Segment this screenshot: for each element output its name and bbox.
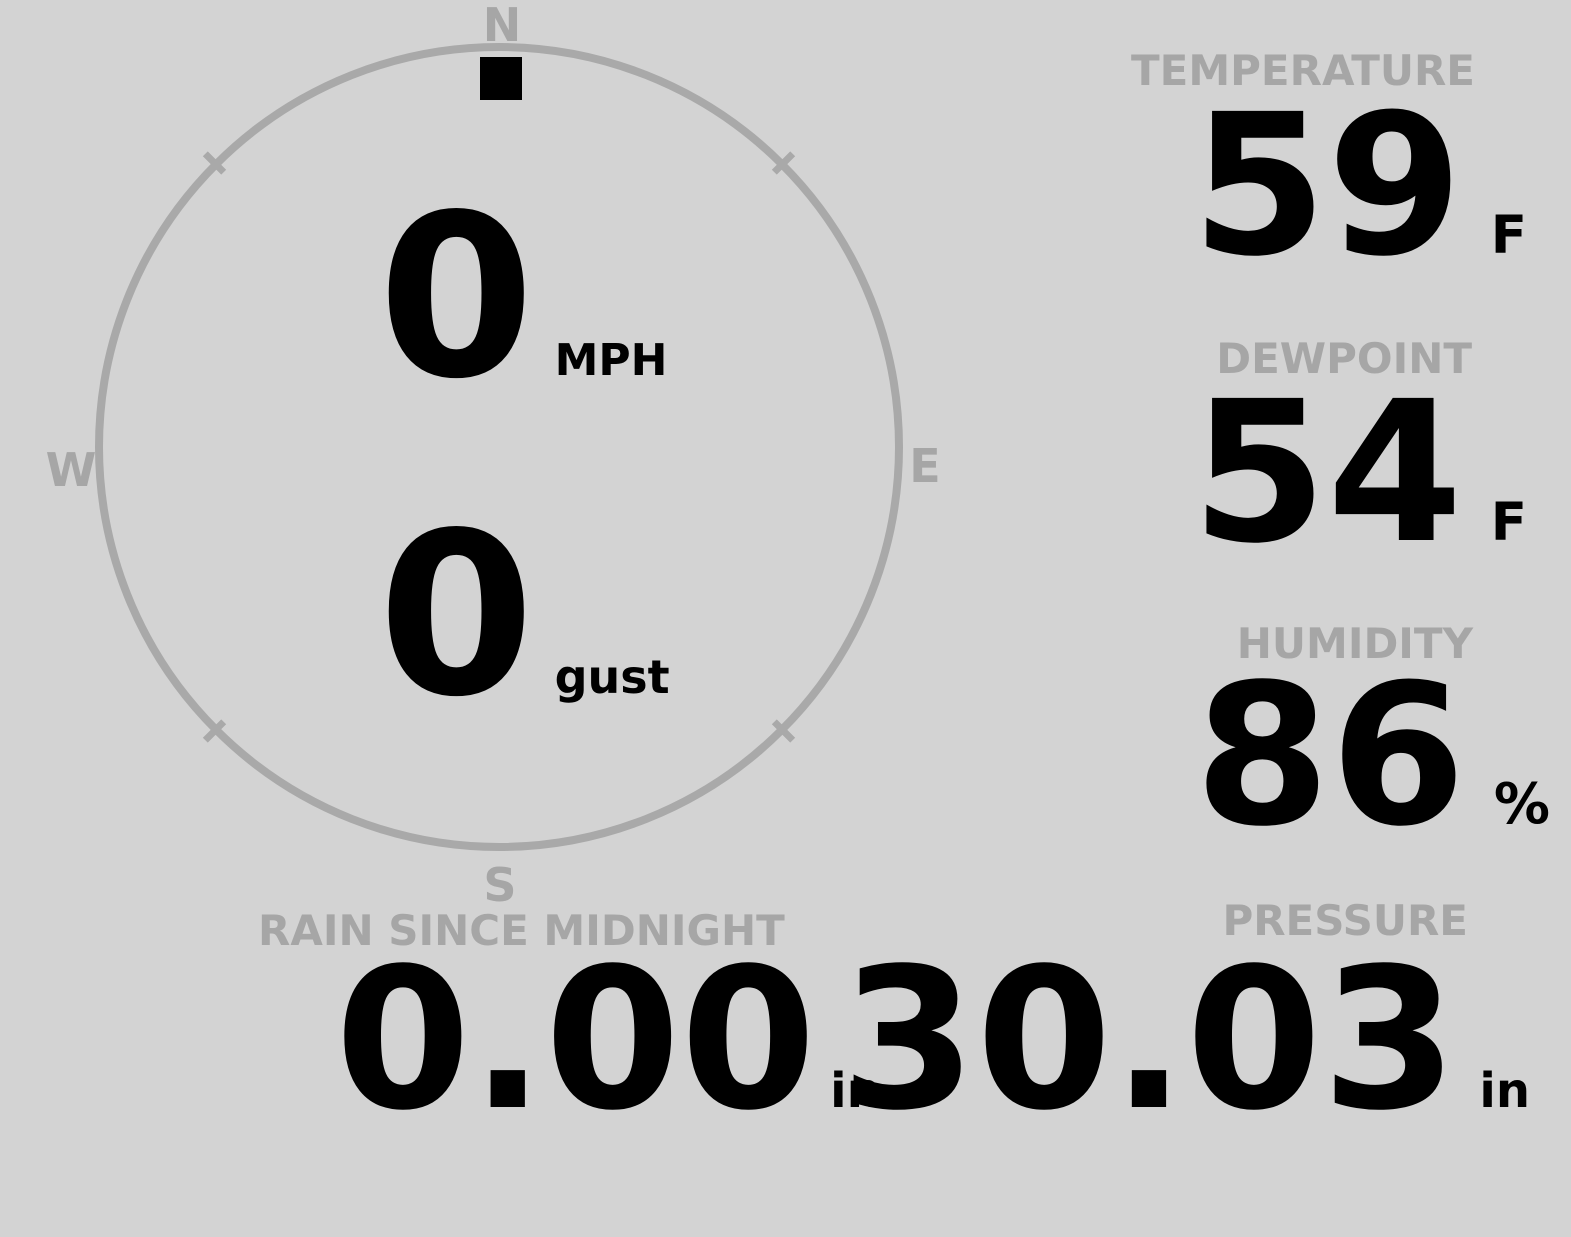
temperature-value-row: 59 F (1191, 88, 1527, 283)
temperature-unit: F (1490, 205, 1527, 266)
dewpoint-value: 54 (1191, 359, 1463, 586)
temperature-value: 59 (1191, 72, 1463, 299)
wind-compass-ring (95, 43, 903, 851)
wind-speed-unit: MPH (554, 335, 668, 386)
pressure-value: 30.03 (840, 926, 1458, 1153)
dewpoint-label: DEWPOINT (1216, 334, 1472, 383)
humidity-label: HUMIDITY (1236, 619, 1473, 668)
wind-speed-value: 0 (378, 167, 535, 429)
humidity-value: 86 (1194, 642, 1466, 869)
cardinal-east-label: E (909, 439, 941, 493)
dewpoint-value-row: 54 F (1191, 375, 1527, 570)
rain-unit: in (830, 1063, 881, 1119)
wind-gust-label: gust (554, 650, 670, 704)
wind-gust-row: 0 gust (378, 504, 670, 729)
humidity-value-row: 86% (1195, 658, 1550, 853)
cardinal-west-label: W (45, 443, 97, 497)
humidity-unit: % (1493, 772, 1550, 837)
cardinal-south-label: S (483, 858, 517, 912)
pressure-label: PRESSURE (1222, 896, 1468, 945)
wind-speed-row: 0 MPH (378, 186, 667, 411)
pressure-value-row: 30.03 in (841, 942, 1530, 1137)
pressure-unit: in (1479, 1063, 1530, 1119)
wind-direction-marker-icon (480, 57, 522, 100)
wind-gust-value: 0 (378, 485, 535, 747)
rain-since-midnight-label: RAIN SINCE MIDNIGHT (258, 906, 785, 955)
dewpoint-unit: F (1490, 492, 1527, 553)
temperature-label: TEMPERATURE (1131, 46, 1475, 95)
rain-value-row: 0.00 in (335, 942, 881, 1137)
rain-value: 0.00 (335, 926, 817, 1153)
cardinal-north-label: N (482, 0, 522, 52)
